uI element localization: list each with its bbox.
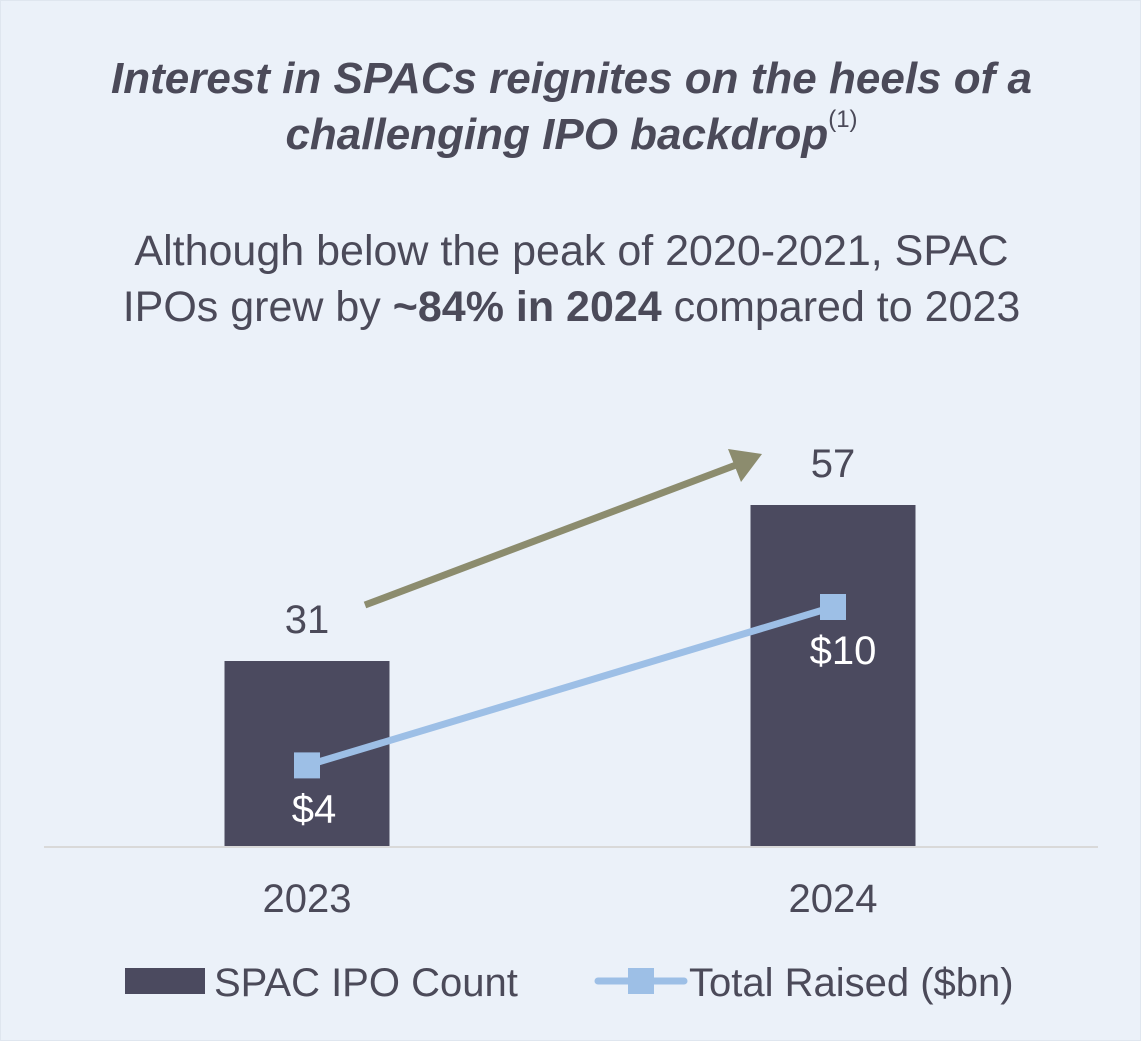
chart-title: Interest in SPACs reignites on the heels… <box>1 51 1142 163</box>
line-marker-2023 <box>294 752 320 779</box>
subtitle-line-2-start: IPOs grew by <box>122 283 393 331</box>
title-footnote: (1) <box>828 106 858 133</box>
line-marker-2024 <box>820 594 846 620</box>
chart-subtitle: Although below the peak of 2020-2021, SP… <box>1 223 1142 335</box>
x-tick-label-2023: 2023 <box>263 877 352 921</box>
subtitle-highlight: ~84% in 2024 <box>392 283 662 331</box>
subtitle-line-1: Although below the peak of 2020-2021, SP… <box>134 227 1009 275</box>
x-tick-label-2024: 2024 <box>789 877 878 921</box>
growth-arrow-shaft <box>363 461 738 609</box>
legend-label-spac-ipo-count: SPAC IPO Count <box>214 961 518 1005</box>
total-raised-line-layer <box>294 594 846 779</box>
title-line-2: challenging IPO backdrop <box>285 110 829 159</box>
line-value-label-2023: $4 <box>292 787 337 831</box>
total-raised-line <box>305 603 835 769</box>
legend-swatch-bar <box>125 968 205 994</box>
bar-value-label-2024: 57 <box>811 442 856 486</box>
growth-arrow-head <box>728 449 762 482</box>
subtitle-line-2-end: compared to 2023 <box>661 283 1021 331</box>
legend-label-total-raised: Total Raised ($bn) <box>689 961 1014 1005</box>
bars-layer <box>224 505 916 847</box>
growth-arrow <box>363 449 762 609</box>
bar-value-label-2023: 31 <box>285 598 330 642</box>
title-line-1: Interest in SPACs reignites on the heels… <box>111 54 1032 103</box>
legend: SPAC IPO Count Total Raised ($bn) <box>125 961 1014 1005</box>
labels-layer: 31 57 2023 2024 $4 $10 <box>263 442 878 921</box>
legend-swatch-marker <box>628 968 654 994</box>
line-value-label-2024: $10 <box>810 629 877 673</box>
bar-2024 <box>750 505 916 847</box>
